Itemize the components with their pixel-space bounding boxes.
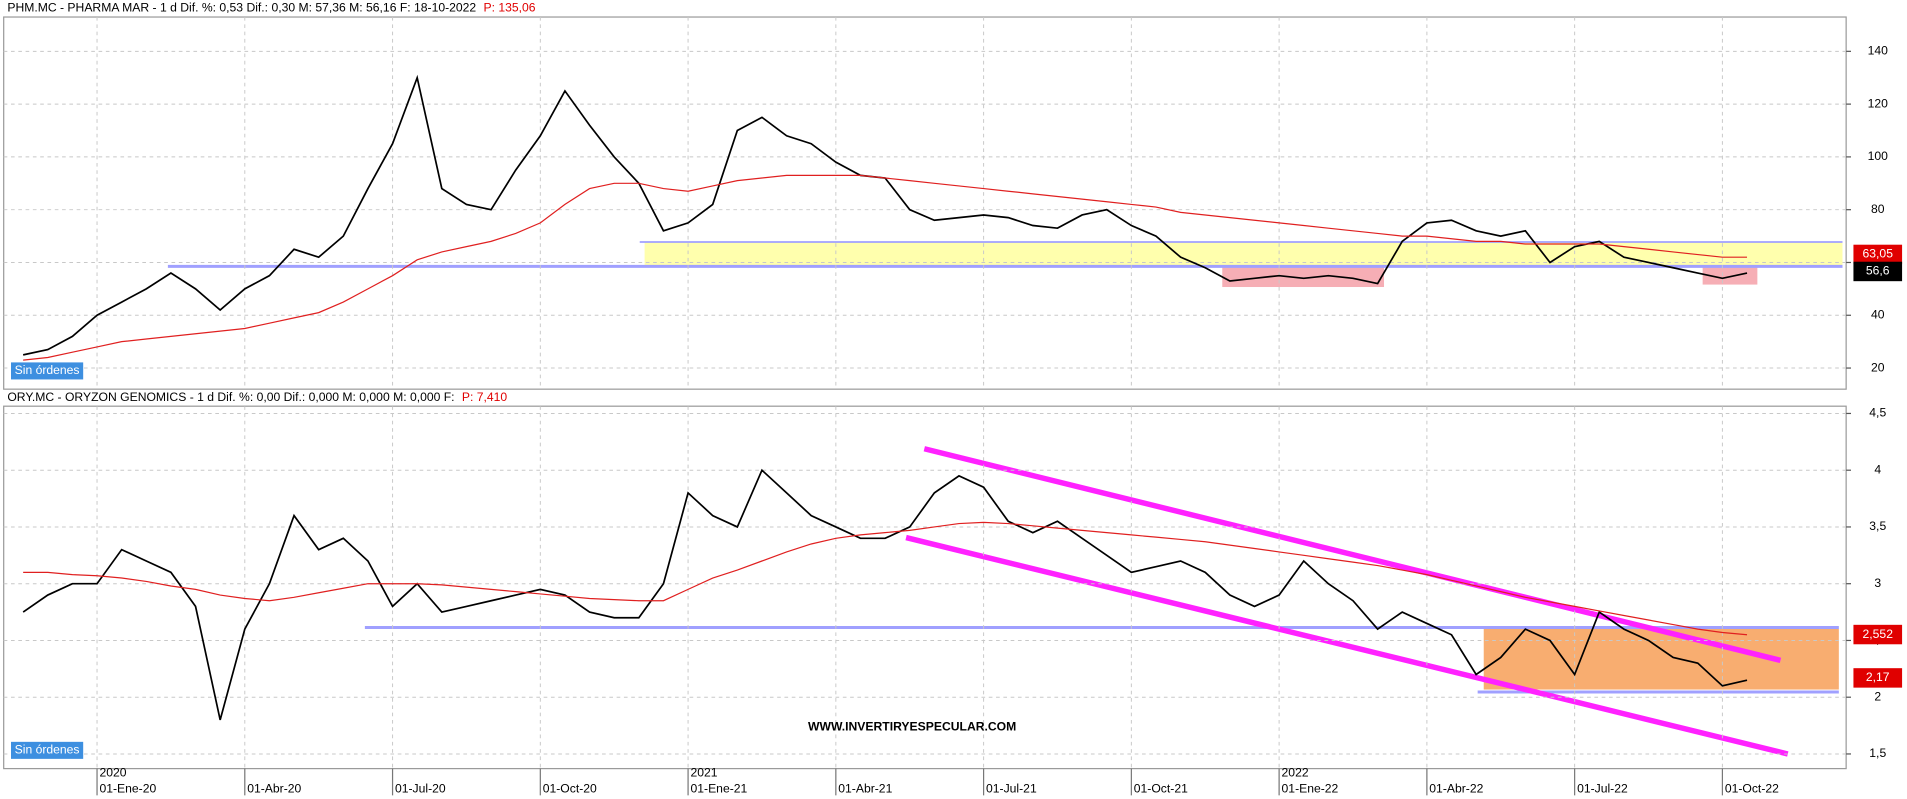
x-tick-label: 01-Jul-20 — [395, 781, 446, 795]
panel-price: P: 135,06 — [484, 1, 536, 15]
x-tick-label: 01-Abr-22 — [1429, 781, 1483, 795]
y-tick-label: 4,5 — [1869, 406, 1886, 420]
price-marker — [1853, 261, 1903, 282]
year-label: 2020 — [99, 766, 126, 780]
x-tick-label: 01-Ene-20 — [99, 781, 156, 795]
y-tick-label: 100 — [1868, 149, 1889, 163]
watermark: WWW.INVERTIRYESPECULAR.COM — [808, 719, 1016, 733]
x-tick-label: 01-Abr-21 — [838, 781, 892, 795]
price-marker-label: 63,05 — [1863, 247, 1894, 261]
x-tick-label: 01-Jul-22 — [1577, 781, 1628, 795]
year-label: 2021 — [691, 766, 718, 780]
x-tick-label: 01-Oct-21 — [1134, 781, 1188, 795]
x-tick-label: 01-Abr-20 — [247, 781, 301, 795]
panel-header: PHM.MC - PHARMA MAR - 1 d Dif. %: 0,53 D… — [7, 1, 476, 15]
price-line — [23, 521, 1748, 636]
channel-line — [923, 446, 1782, 664]
y-tick-label: 80 — [1871, 202, 1885, 216]
x-tick-label: 01-Jul-21 — [986, 781, 1037, 795]
price-line — [23, 174, 1748, 361]
price-marker — [1853, 244, 1903, 265]
panel-frame — [3, 16, 1847, 390]
price-marker — [1853, 624, 1903, 645]
y-tick-label: 2 — [1874, 689, 1881, 703]
x-tick-label: 01-Oct-20 — [543, 781, 597, 795]
price-line — [22, 468, 1748, 721]
support-zone — [1702, 266, 1758, 285]
y-tick-label: 3,5 — [1869, 519, 1886, 533]
price-marker-label: 2,552 — [1863, 627, 1894, 641]
panel-price: P: 7,410 — [462, 390, 508, 404]
resistance-zone — [644, 242, 1843, 266]
status-badge — [10, 741, 84, 759]
status-label: Sin órdenes — [15, 743, 80, 757]
price-marker-label: 56,6 — [1866, 264, 1890, 278]
y-tick-label: 4 — [1874, 462, 1881, 476]
channel-line — [905, 534, 1789, 757]
range-zone — [1483, 628, 1839, 690]
x-tick-label: 01-Ene-21 — [691, 781, 748, 795]
status-badge — [10, 362, 84, 380]
price-marker-label: 2,17 — [1866, 670, 1890, 684]
panel-header: ORY.MC - ORYZON GENOMICS - 1 d Dif. %: 0… — [7, 390, 454, 404]
price-marker — [1853, 668, 1903, 688]
y-tick-label: 3 — [1874, 576, 1881, 590]
y-tick-label: 20 — [1871, 360, 1885, 374]
status-label: Sin órdenes — [15, 363, 80, 377]
x-tick-label: 01-Oct-22 — [1725, 781, 1779, 795]
y-tick-label: 140 — [1868, 44, 1889, 58]
support-zone — [1222, 266, 1385, 288]
panel-frame — [3, 405, 1847, 770]
y-tick-label: 1,5 — [1869, 746, 1886, 760]
y-tick-label: 120 — [1868, 96, 1889, 110]
year-label: 2022 — [1282, 766, 1309, 780]
x-tick-label: 01-Ene-22 — [1282, 781, 1339, 795]
y-tick-label: 40 — [1871, 307, 1885, 321]
